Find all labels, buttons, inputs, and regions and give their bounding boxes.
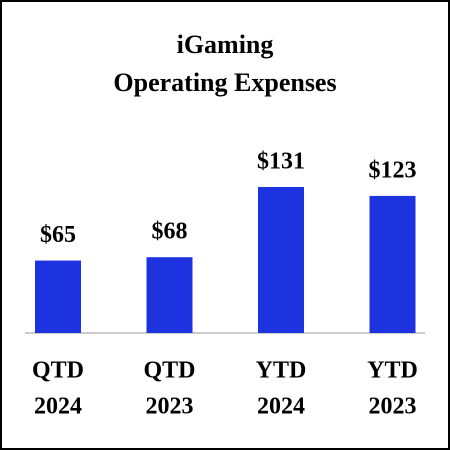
x-tick-label: YTD [256,358,307,384]
bar [258,187,304,333]
x-tick-label: 2023 [369,394,417,420]
x-tick-label: 2024 [257,394,305,420]
data-label: $68 [152,219,188,245]
bar [369,195,416,333]
data-label: $65 [40,222,76,248]
bar [35,260,81,333]
x-tick-label: 2023 [146,394,194,420]
x-tick-label: 2024 [34,394,82,420]
x-tick-label: QTD [32,358,84,384]
chart-title: Operating Expenses [113,68,336,97]
chart-title: iGaming [177,30,274,59]
x-tick-label: QTD [143,358,195,384]
bar [146,257,193,333]
x-tick-label: YTD [367,358,418,384]
data-label: $123 [369,157,417,183]
data-label: $131 [257,149,305,175]
